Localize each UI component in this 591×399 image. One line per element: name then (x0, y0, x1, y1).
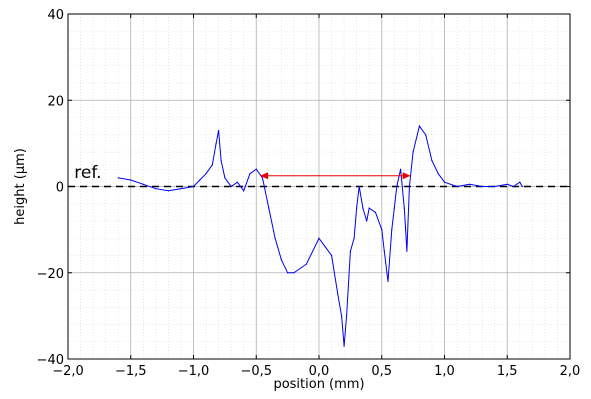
data-point (337, 293, 339, 295)
data-point (346, 315, 348, 317)
data-point (230, 185, 232, 188)
data-point (437, 172, 439, 175)
data-point (167, 190, 169, 192)
data-point (381, 229, 383, 231)
x-tick-label: 0,5 (371, 364, 392, 379)
data-point (287, 272, 289, 274)
data-point (399, 168, 402, 170)
data-point (236, 181, 239, 183)
data-point (406, 250, 408, 252)
data-point (343, 345, 345, 347)
data-point (356, 207, 358, 209)
x-tick-label: 2,0 (560, 364, 581, 379)
data-point (368, 207, 370, 209)
y-tick-label: 20 (47, 94, 64, 109)
data-point (391, 229, 393, 231)
y-axis-label: height (µm) (13, 148, 28, 225)
data-point (268, 207, 270, 209)
data-point (130, 179, 132, 181)
data-point (305, 263, 308, 265)
data-point (358, 185, 360, 188)
data-point (340, 315, 343, 317)
data-point (396, 185, 398, 188)
y-tick-label: 40 (47, 8, 64, 23)
data-point (192, 185, 195, 188)
data-point (215, 142, 217, 144)
axis-ticks: −2,0 −1,5 −1,0 −0,5 0,0 0,5 1,0 1,5 2,0 −40 −20 0 20… (37, 8, 581, 379)
data-point (366, 220, 368, 222)
data-point (506, 183, 508, 185)
y-tick-label: −40 (37, 353, 64, 368)
data-point (243, 190, 245, 192)
data-point (218, 129, 220, 132)
data-point (469, 183, 471, 185)
data-point (293, 272, 295, 274)
data-point (393, 207, 395, 209)
data-point (274, 237, 276, 239)
measurement-arrow (260, 172, 411, 180)
data-point (481, 185, 483, 188)
x-tick-label: −0,5 (240, 364, 272, 379)
y-tick-label: −20 (37, 267, 64, 282)
data-point (512, 185, 515, 188)
data-point (205, 172, 207, 175)
data-point (519, 181, 521, 183)
data-point (383, 250, 385, 252)
data-point (403, 207, 405, 209)
data-point (261, 177, 264, 179)
data-point (431, 160, 433, 162)
data-point (211, 164, 213, 166)
x-tick-label: 0,0 (309, 364, 330, 379)
data-point (255, 168, 257, 170)
data-point (180, 188, 182, 190)
data-point (418, 125, 420, 127)
data-point (220, 160, 222, 162)
data-point (425, 134, 427, 136)
data-point (330, 254, 333, 257)
data-point (387, 280, 389, 282)
x-tick-label: 1,0 (434, 364, 455, 379)
x-axis-label: position (mm) (273, 377, 364, 392)
data-point (142, 183, 144, 185)
data-point (412, 151, 414, 153)
data-point (280, 259, 282, 261)
arrow-head-right (402, 172, 411, 180)
data-point (349, 250, 351, 252)
data-point (374, 211, 377, 213)
x-tick-label: −1,0 (178, 364, 210, 379)
data-point (318, 237, 320, 239)
y-tick-label: 0 (56, 181, 64, 196)
annotation-label: ref. (74, 163, 101, 183)
x-tick-label: −1,5 (115, 364, 147, 379)
data-point (408, 185, 410, 188)
data-point (521, 185, 523, 188)
data-point (324, 246, 326, 248)
data-point (249, 172, 251, 175)
data-point (117, 177, 119, 179)
data-point (443, 181, 446, 183)
data-point (199, 179, 201, 181)
data-point (362, 207, 364, 209)
annotations: ref. (74, 163, 101, 183)
x-tick-label: 1,5 (497, 364, 518, 379)
series-line-0 (118, 124, 523, 347)
series-lines (117, 124, 523, 347)
data-point (456, 185, 458, 188)
arrow-head-left (260, 172, 269, 180)
data-point (155, 188, 157, 190)
data-point (224, 177, 226, 179)
data-point (353, 237, 355, 239)
data-point (494, 185, 496, 188)
x-tick-label: −2,0 (52, 364, 84, 379)
